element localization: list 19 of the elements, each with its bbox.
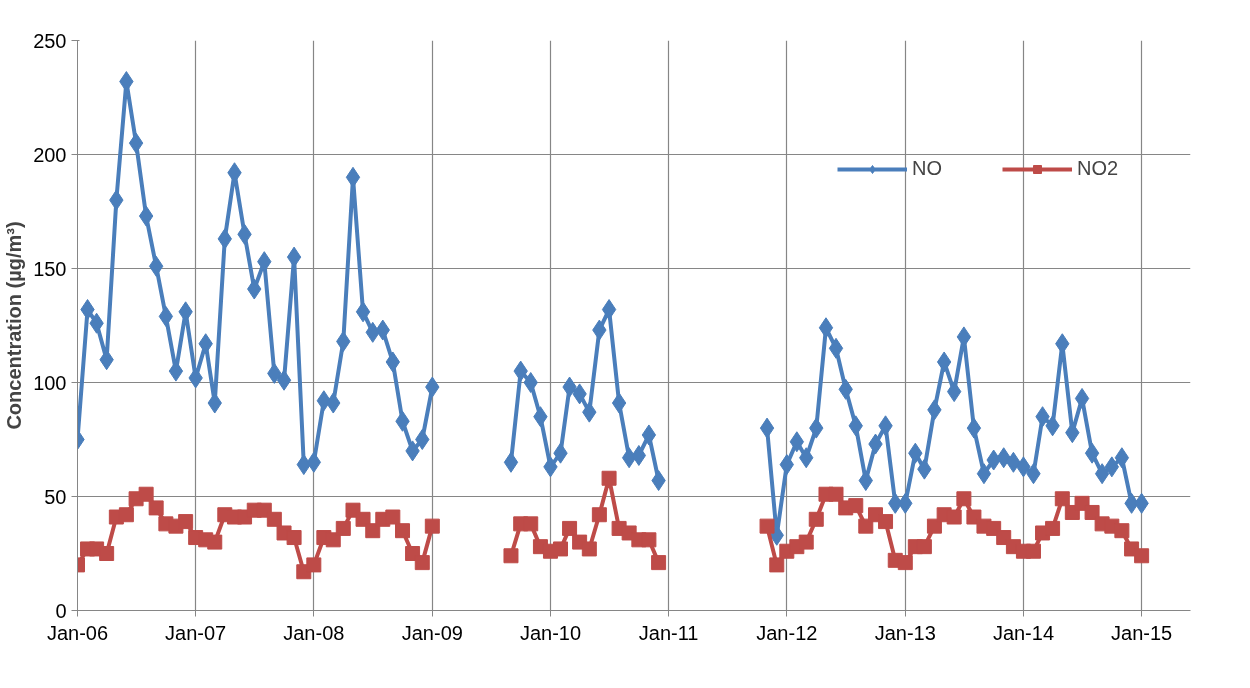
legend-label: NO2 <box>1077 157 1119 180</box>
x-tick-label: Jan-14 <box>992 621 1055 644</box>
x-tick-label: Jan-10 <box>519 621 582 644</box>
y-tick-label: 150 <box>33 257 67 280</box>
y-tick-label: 0 <box>55 599 67 622</box>
x-tick-label: Jan-08 <box>283 621 345 644</box>
y-axis-title: Concentration (µg/m³) <box>3 221 26 430</box>
x-tick-label: Jan-11 <box>638 621 699 644</box>
x-tick-label: Jan-06 <box>46 621 109 644</box>
y-tick-label: 50 <box>44 485 67 508</box>
x-tick-label: Jan-09 <box>401 621 463 644</box>
y-tick-label: 250 <box>33 29 67 52</box>
legend-label: NO <box>912 157 942 180</box>
x-tick-label: Jan-13 <box>874 621 936 644</box>
x-tick-label: Jan-15 <box>1111 621 1173 644</box>
x-tick-label: Jan-07 <box>165 621 227 644</box>
y-tick-label: 100 <box>33 371 67 394</box>
y-tick-label: 200 <box>33 143 67 166</box>
x-tick-label: Jan-12 <box>756 621 818 644</box>
